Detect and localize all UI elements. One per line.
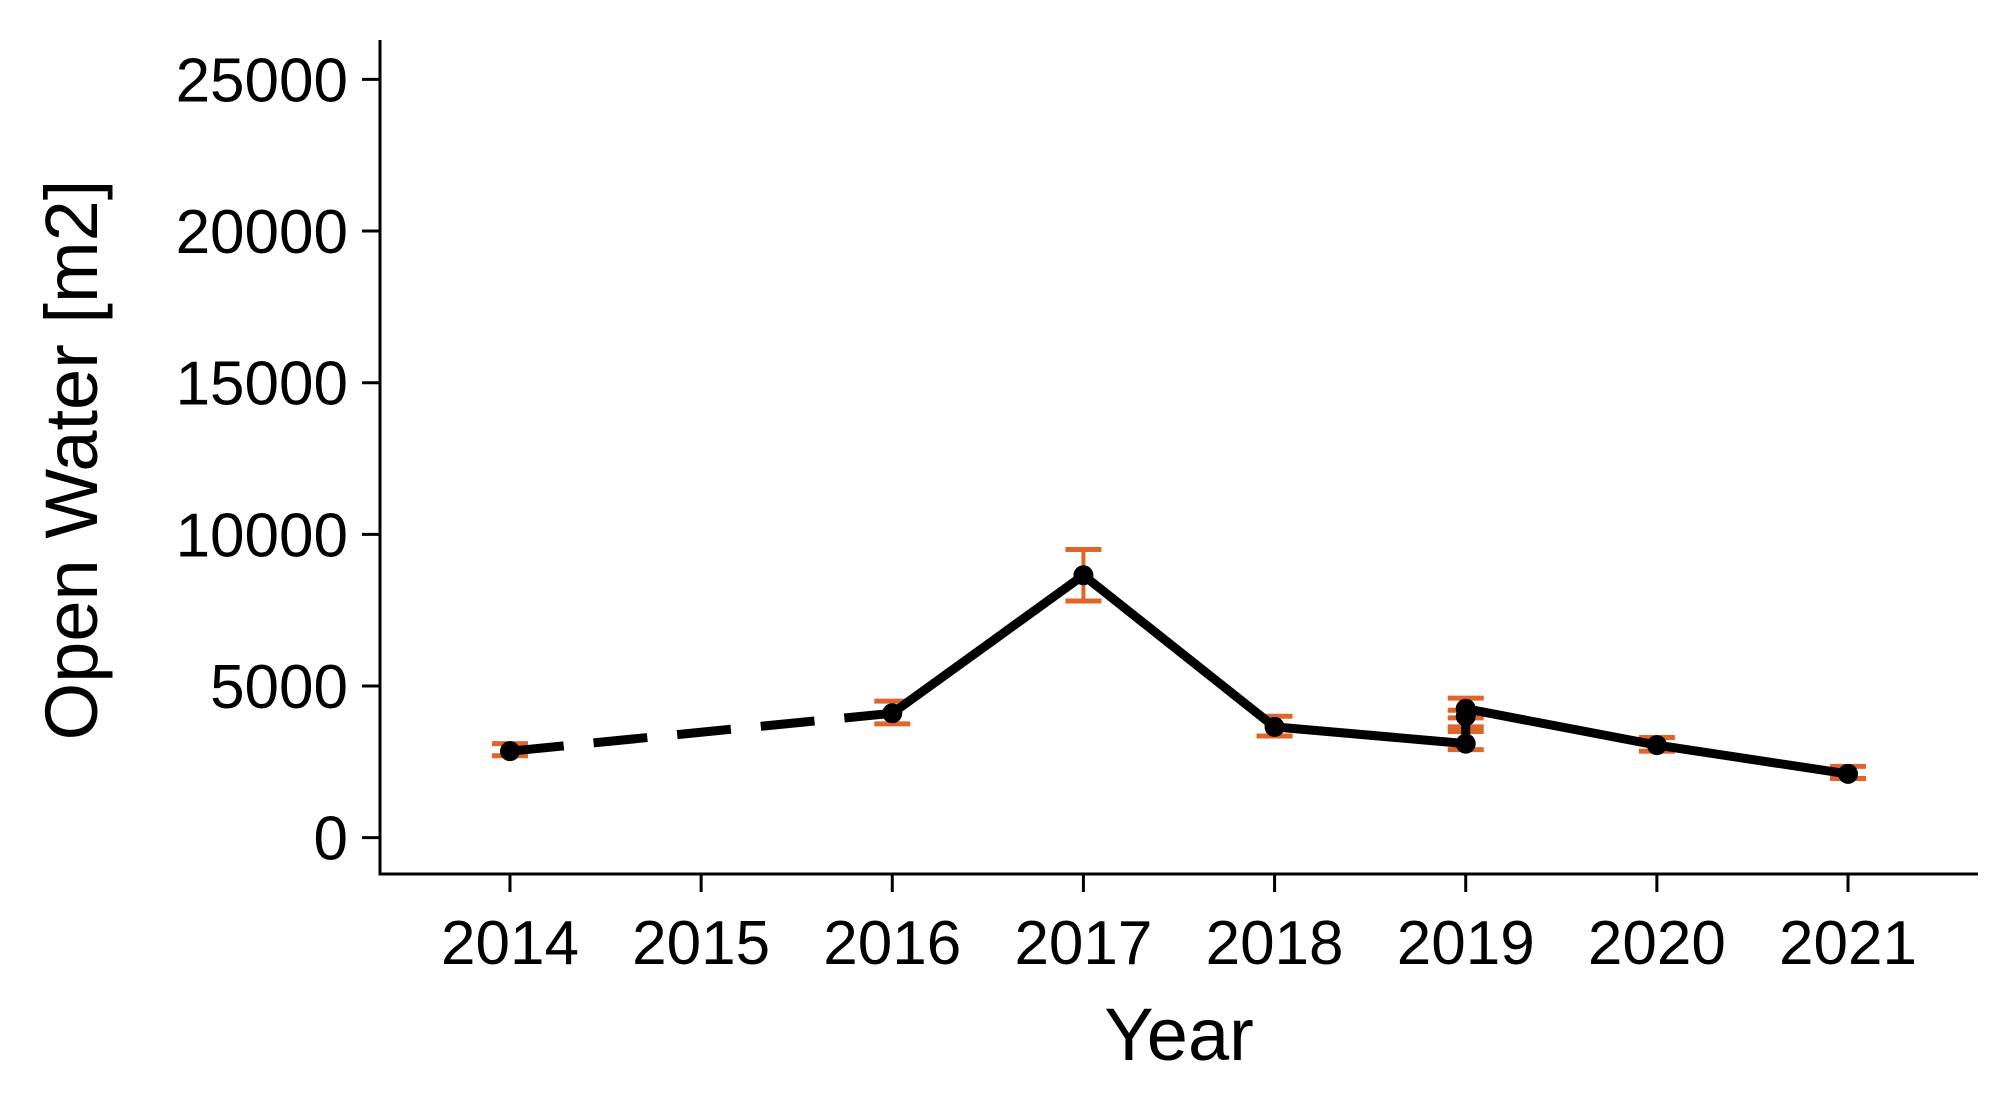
x-tick-label: 2015 [632, 909, 770, 978]
data-point [1838, 763, 1859, 784]
y-tick-label: 25000 [176, 46, 348, 115]
y-axis-title: Open Water [m2] [30, 180, 113, 741]
data-point [882, 703, 903, 724]
x-tick-label: 2014 [441, 909, 579, 978]
x-tick-label: 2018 [1206, 909, 1344, 978]
y-tick-label: 0 [314, 805, 348, 874]
y-tick-label: 15000 [176, 350, 348, 419]
line-segment [509, 708, 893, 756]
x-tick-label: 2020 [1588, 909, 1726, 978]
plot-area [491, 546, 1867, 784]
line-segment [1080, 571, 1278, 731]
data-point [1455, 698, 1476, 719]
data-point [1264, 716, 1285, 737]
data-point [499, 741, 520, 762]
x-axis-title: Year [1104, 993, 1254, 1076]
line-segment [1464, 704, 1658, 750]
line-segment [1274, 722, 1467, 749]
data-point [1646, 735, 1667, 756]
y-tick-label: 10000 [176, 501, 348, 570]
line-segment [1656, 740, 1849, 779]
line-segment [889, 571, 1087, 717]
y-tick-label: 5000 [210, 653, 348, 722]
x-tick-label: 2016 [823, 909, 961, 978]
x-tick-label: 2017 [1014, 909, 1152, 978]
data-point [1455, 733, 1476, 754]
y-tick-label: 20000 [176, 198, 348, 267]
x-tick-label: 2019 [1397, 909, 1535, 978]
y-tick-labels: 0 5000 10000 15000 20000 25000 [176, 46, 348, 873]
axes [378, 40, 1978, 876]
data-point [1073, 565, 1094, 586]
x-tick-label: 2021 [1779, 909, 1917, 978]
tick-marks [362, 77, 1850, 892]
x-tick-labels: 2014 2015 2016 2017 2018 2019 2020 2021 [441, 909, 1917, 978]
